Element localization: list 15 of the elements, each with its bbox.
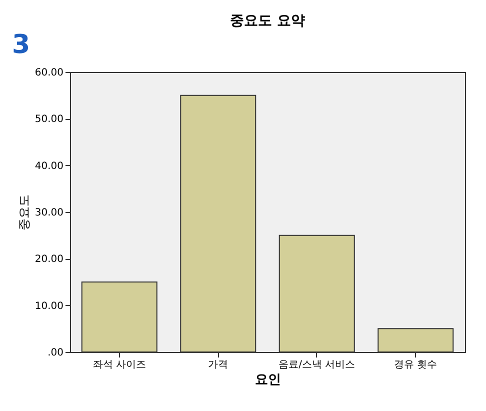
x-axis-title: 요인 (255, 372, 281, 388)
chart-title: 중요도 요약 (230, 13, 305, 29)
text: 3 (12, 30, 30, 60)
y-tick-label: 10.00 (34, 300, 64, 312)
y-tick-label: .00 (48, 348, 64, 358)
y-axis-title: 중요도 (16, 194, 31, 230)
y-tick-label: 50.00 (34, 114, 64, 126)
y-tick-label: 40.00 (34, 160, 64, 172)
x-tick-label: 가격 (208, 360, 228, 370)
y-tick-label: 60.00 (34, 68, 64, 78)
x-tick-label: 좌석 사이즈 (92, 360, 146, 370)
y-tick-label: 20.00 (34, 254, 64, 266)
x-tick-label: 음료/스낵 서비스 (278, 360, 356, 370)
y-tick-label: 30.00 (34, 208, 64, 218)
x-tick-label: 경유 횟수 (394, 360, 438, 370)
